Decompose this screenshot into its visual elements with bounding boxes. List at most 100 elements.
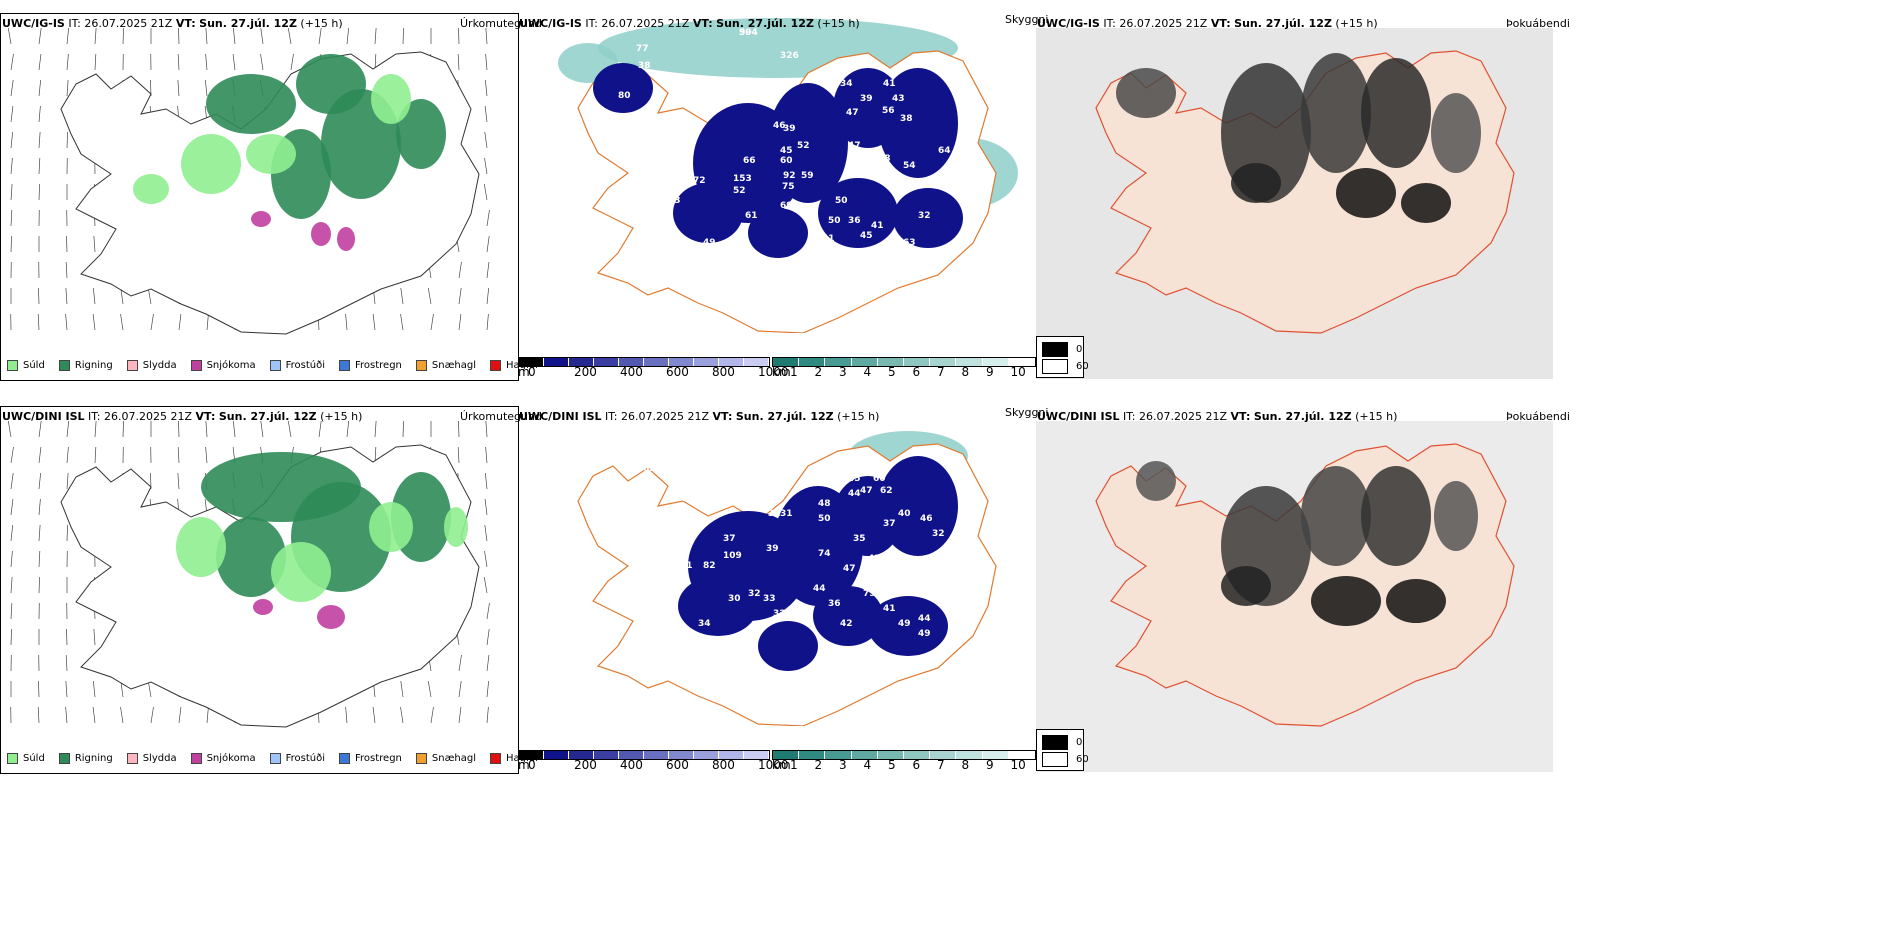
cloudbase-label: 65 bbox=[643, 464, 656, 474]
wind-barb bbox=[486, 602, 490, 620]
wind-barb bbox=[10, 157, 13, 175]
cloudbase-label: 30 bbox=[728, 594, 741, 604]
visibility-unit-1: km bbox=[772, 365, 791, 379]
visibility-colorbar-1: km 1 2 3 4 5 6 7 8 9 10 bbox=[772, 357, 1036, 379]
wind-barb bbox=[38, 79, 42, 97]
cloudbase-label: 77 bbox=[675, 494, 688, 504]
precip-area bbox=[206, 74, 296, 134]
colorbar-tick: 200 bbox=[574, 758, 597, 772]
legend-label: Frostregn bbox=[355, 753, 402, 764]
wind-barb bbox=[10, 53, 14, 71]
wind-barb bbox=[66, 235, 68, 253]
wind-barb bbox=[178, 706, 182, 724]
wind-barb bbox=[66, 472, 69, 490]
colorbar-tick: 1 bbox=[790, 758, 798, 772]
fog-legend-label: 60 bbox=[1076, 361, 1089, 372]
wind-barb bbox=[7, 27, 12, 45]
cloudbase-label: 53 bbox=[668, 196, 681, 206]
legend-swatch bbox=[269, 360, 281, 371]
legend-label: Snjókoma bbox=[206, 360, 256, 371]
cloudbase-label: 38 bbox=[900, 114, 913, 124]
wind-barb bbox=[10, 498, 14, 516]
colorbar-segment bbox=[744, 358, 769, 366]
colorbar-tick: 0 bbox=[528, 758, 536, 772]
legend-label: Snæhagl bbox=[431, 360, 477, 371]
legend-swatch bbox=[490, 753, 502, 764]
precip-header-1: UWC/IG-IS IT: 26.07.2025 21Z VT: Sun. 27… bbox=[2, 17, 343, 30]
legend-item: Frostregn bbox=[339, 753, 402, 764]
wind-barb bbox=[38, 157, 41, 175]
wind-barb bbox=[486, 706, 489, 724]
cloud-header-1: UWC/IG-IS IT: 26.07.2025 21Z VT: Sun. 27… bbox=[519, 17, 860, 30]
wind-barb bbox=[38, 131, 41, 149]
wind-barb bbox=[65, 706, 68, 724]
wind-barb bbox=[38, 287, 40, 305]
wind-barb bbox=[122, 420, 124, 438]
wind-barb bbox=[38, 420, 42, 438]
colorbar-segment bbox=[744, 751, 769, 759]
wind-barb bbox=[177, 472, 180, 490]
colorbar-tick: 400 bbox=[620, 758, 643, 772]
wind-barb bbox=[486, 235, 490, 253]
wind-barb bbox=[458, 287, 462, 305]
precip-area bbox=[133, 174, 169, 204]
wind-barb bbox=[206, 706, 209, 724]
cloudbase-label: 32 bbox=[932, 529, 945, 539]
colorbar-tick: 600 bbox=[666, 758, 689, 772]
colorbar-tick: 1 bbox=[790, 365, 798, 379]
wind-barb bbox=[205, 27, 208, 45]
legend-item: Slydda bbox=[126, 360, 177, 371]
cloudbase-label: 52 bbox=[643, 554, 656, 564]
wind-barb bbox=[430, 313, 434, 331]
wind-barb bbox=[205, 53, 208, 71]
wind-barb bbox=[38, 680, 40, 698]
cloudbase-label: 41 bbox=[883, 79, 896, 89]
legend-item: Snæhagl bbox=[415, 753, 476, 764]
colorbar-segment bbox=[644, 358, 669, 366]
legend-swatch bbox=[58, 753, 70, 764]
cloudbase-label: 44 bbox=[918, 614, 931, 624]
cloudbase-label: 49 bbox=[703, 238, 716, 248]
wind-barb bbox=[92, 313, 96, 331]
wind-barb bbox=[150, 706, 154, 724]
cloudbase-colorbar-1: m 0 200 400 600 800 1000 bbox=[518, 357, 789, 379]
wind-barb bbox=[232, 420, 236, 438]
fog-index-area bbox=[1336, 168, 1396, 218]
visibility-unit-2: km bbox=[772, 758, 791, 772]
fog-index-area bbox=[1221, 566, 1271, 606]
wind-barb bbox=[484, 79, 488, 97]
wind-barb bbox=[205, 446, 208, 464]
wind-barb bbox=[38, 27, 42, 45]
colorbar-segment bbox=[669, 751, 694, 759]
cloudbase-label: 72 bbox=[948, 169, 961, 179]
cloudbase-label: 45 bbox=[848, 474, 861, 484]
wind-barb bbox=[66, 79, 69, 97]
wind-barb bbox=[400, 680, 404, 698]
wind-barb bbox=[372, 706, 376, 724]
precip-panel-2: Súld Rigning Slydda Snjókoma Frostúði Frostre… bbox=[0, 406, 538, 774]
colorbar-segment bbox=[825, 751, 852, 759]
cloudbase-label: 47 bbox=[848, 141, 861, 151]
cloudbase-label: 38 bbox=[638, 61, 651, 71]
cloudbase-label: 32 bbox=[748, 589, 761, 599]
colorbar-tick: 9 bbox=[986, 365, 994, 379]
precip-header-2: UWC/DINI ISL IT: 26.07.2025 21Z VT: Sun.… bbox=[2, 410, 363, 423]
wind-barb bbox=[65, 261, 68, 279]
cloudbase-label: 44 bbox=[848, 489, 861, 499]
cloudbase-label: 39 bbox=[823, 249, 836, 259]
legend-swatch bbox=[269, 753, 281, 764]
wind-barb bbox=[427, 287, 432, 305]
fog-index-area bbox=[1301, 466, 1371, 566]
cloudbase-label: 62 bbox=[880, 486, 893, 496]
wind-barb bbox=[458, 420, 460, 438]
fog-legend-black bbox=[1042, 735, 1068, 750]
wind-barb bbox=[427, 680, 432, 698]
precip-area bbox=[246, 134, 296, 174]
fog-legend-black bbox=[1042, 342, 1068, 357]
cloudbase-area bbox=[593, 63, 653, 113]
wind-barb bbox=[205, 420, 208, 438]
wind-barb bbox=[177, 79, 180, 97]
colorbar-segment bbox=[719, 358, 744, 366]
fog-title-2: Þokuábendi bbox=[1506, 410, 1570, 423]
fog-index-area bbox=[1116, 68, 1176, 118]
